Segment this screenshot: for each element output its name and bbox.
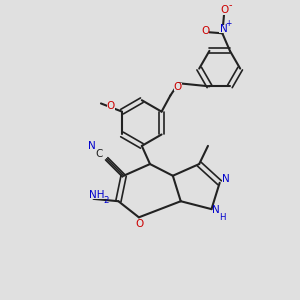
Bar xyxy=(89,190,105,199)
Text: C: C xyxy=(95,148,103,158)
Text: N: N xyxy=(222,174,230,184)
Text: -: - xyxy=(228,1,232,10)
Text: N: N xyxy=(88,141,95,151)
Bar xyxy=(174,83,182,91)
Text: O: O xyxy=(107,101,115,111)
Bar xyxy=(107,102,115,110)
Bar xyxy=(202,27,209,35)
Bar xyxy=(95,150,103,157)
Text: NH: NH xyxy=(89,190,104,200)
Text: N: N xyxy=(220,24,227,34)
Text: +: + xyxy=(226,20,232,28)
Bar xyxy=(222,175,230,182)
Text: 2: 2 xyxy=(103,196,109,205)
Bar xyxy=(221,7,230,15)
Text: H: H xyxy=(219,213,225,222)
Bar xyxy=(219,25,228,33)
Text: O: O xyxy=(174,82,182,92)
Bar xyxy=(88,142,95,150)
Bar xyxy=(136,220,143,228)
Bar xyxy=(212,210,223,219)
Text: O: O xyxy=(220,5,229,15)
Text: O: O xyxy=(135,219,144,230)
Text: N: N xyxy=(212,205,220,215)
Text: O: O xyxy=(201,26,209,36)
